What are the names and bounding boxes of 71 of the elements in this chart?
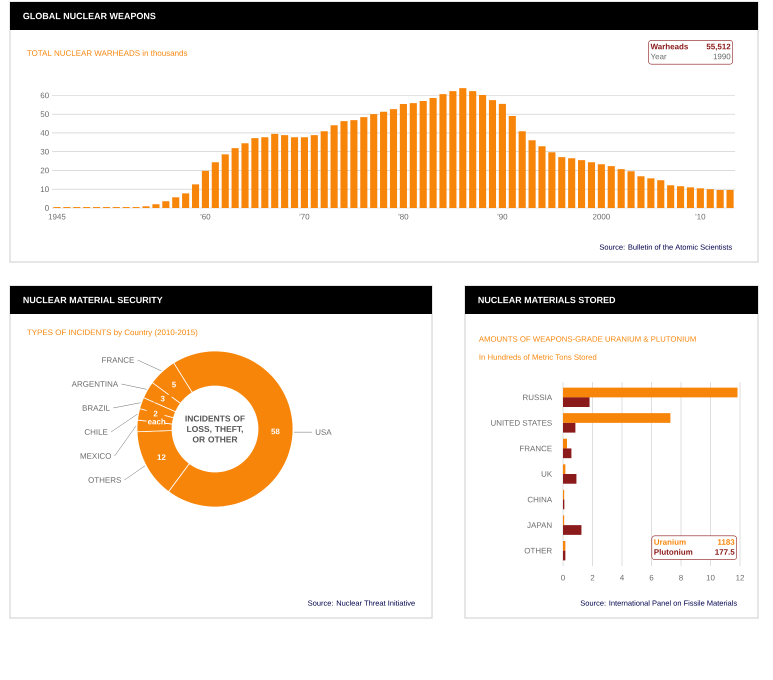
bar <box>686 187 694 208</box>
bar <box>380 112 388 208</box>
bar <box>538 146 546 208</box>
bar <box>212 162 219 208</box>
bar <box>563 525 582 535</box>
bar <box>222 154 229 208</box>
bar <box>558 157 566 208</box>
bar <box>508 116 516 208</box>
bar <box>588 162 596 208</box>
chart-title: NUCLEAR MATERIAL SECURITY <box>23 296 163 304</box>
bar <box>608 166 615 208</box>
bar <box>657 180 664 208</box>
bar <box>300 137 308 208</box>
bar <box>202 170 209 208</box>
bar <box>310 135 318 208</box>
bar <box>400 104 407 208</box>
bar <box>578 160 586 208</box>
bar <box>726 190 734 208</box>
bar <box>676 186 684 208</box>
bar <box>251 138 258 208</box>
bar <box>568 158 576 208</box>
bar <box>563 413 670 423</box>
bar <box>439 94 447 208</box>
bar <box>563 388 738 398</box>
bar <box>241 143 249 208</box>
bar <box>563 397 590 408</box>
bar <box>469 91 476 208</box>
bar <box>667 185 674 208</box>
bar <box>192 184 200 208</box>
bar <box>360 117 368 208</box>
bar <box>528 140 536 208</box>
bar <box>518 131 526 208</box>
bar <box>628 171 635 208</box>
bar <box>449 91 456 208</box>
bar <box>563 448 572 458</box>
bar <box>340 121 348 208</box>
bar <box>430 98 437 208</box>
bar <box>563 422 576 433</box>
bar <box>271 134 278 208</box>
bar <box>598 164 605 208</box>
bar <box>706 189 714 208</box>
bar <box>618 169 625 208</box>
bar <box>563 438 567 448</box>
bar <box>637 176 645 208</box>
bar <box>390 109 398 208</box>
bar <box>290 137 298 208</box>
bar <box>548 152 556 208</box>
bar <box>488 100 496 208</box>
bar <box>172 197 180 208</box>
bar <box>232 148 239 208</box>
bar <box>563 474 576 484</box>
bar <box>152 204 160 208</box>
bar <box>350 120 358 208</box>
chart-title: NUCLEAR MATERIALS STORED <box>478 296 616 304</box>
bar <box>459 88 466 208</box>
bar <box>330 125 338 208</box>
bar <box>498 104 506 208</box>
bar <box>370 114 378 208</box>
bar <box>479 95 486 208</box>
bar <box>182 193 190 208</box>
bar <box>162 201 170 208</box>
bar <box>420 101 427 208</box>
bar <box>716 190 724 208</box>
bar <box>320 131 328 208</box>
bar <box>696 188 704 208</box>
chart-title: GLOBAL NUCLEAR WEAPONS <box>23 12 156 20</box>
bar <box>410 103 417 208</box>
text: INCIDENTS OF LOSS, THEFT, OR OTHER <box>185 416 245 442</box>
bar <box>261 137 268 208</box>
bar <box>647 178 654 208</box>
bar <box>281 135 288 208</box>
